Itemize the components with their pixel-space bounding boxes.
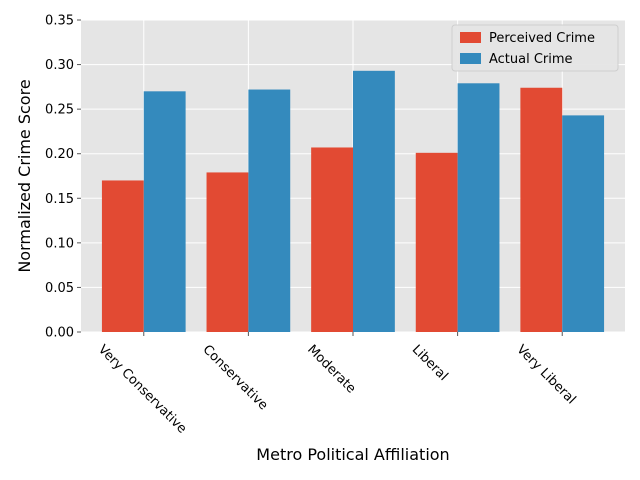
bar-actual-crime bbox=[457, 83, 500, 332]
legend-label: Actual Crime bbox=[489, 52, 573, 67]
bar-perceived-crime bbox=[206, 172, 249, 332]
y-tick-label: 0.05 bbox=[45, 281, 74, 296]
bar-actual-crime bbox=[248, 89, 291, 332]
x-tick-label: Conservative bbox=[200, 342, 271, 413]
x-tick-label: Very Conservative bbox=[95, 342, 189, 436]
x-tick-label: Liberal bbox=[409, 342, 451, 384]
y-tick-label: 0.20 bbox=[45, 147, 74, 162]
legend-label: Perceived Crime bbox=[489, 31, 595, 46]
x-tick-label: Moderate bbox=[304, 342, 358, 396]
y-axis-ticks: 0.00 0.05 0.10 0.15 0.20 0.25 0.30 0.35 bbox=[45, 14, 81, 341]
bar-actual-crime bbox=[562, 115, 605, 332]
y-tick-label: 0.00 bbox=[45, 326, 74, 341]
legend-swatch bbox=[460, 32, 481, 43]
y-tick-label: 0.35 bbox=[45, 14, 74, 29]
bar-actual-crime bbox=[353, 70, 395, 332]
legend-swatch bbox=[460, 53, 481, 64]
x-axis-ticks: Very Conservative Conservative Moderate Lib… bbox=[95, 332, 579, 437]
bars bbox=[101, 70, 605, 333]
y-tick-label: 0.25 bbox=[45, 103, 74, 118]
bar-perceived-crime bbox=[311, 147, 353, 332]
y-tick-label: 0.30 bbox=[45, 58, 74, 73]
legend-box bbox=[451, 24, 619, 72]
x-axis-label: Metro Political Affiliation bbox=[256, 445, 449, 464]
x-tick-label: Very Liberal bbox=[513, 342, 578, 407]
bar-actual-crime bbox=[143, 91, 186, 332]
y-tick-label: 0.10 bbox=[45, 236, 74, 251]
bar-perceived-crime bbox=[101, 180, 144, 332]
legend: Perceived Crime Actual Crime bbox=[451, 24, 619, 72]
bar-perceived-crime bbox=[415, 152, 458, 332]
bar-perceived-crime bbox=[520, 87, 563, 333]
y-axis-label: Normalized Crime Score bbox=[15, 79, 34, 272]
y-tick-label: 0.15 bbox=[45, 192, 74, 207]
